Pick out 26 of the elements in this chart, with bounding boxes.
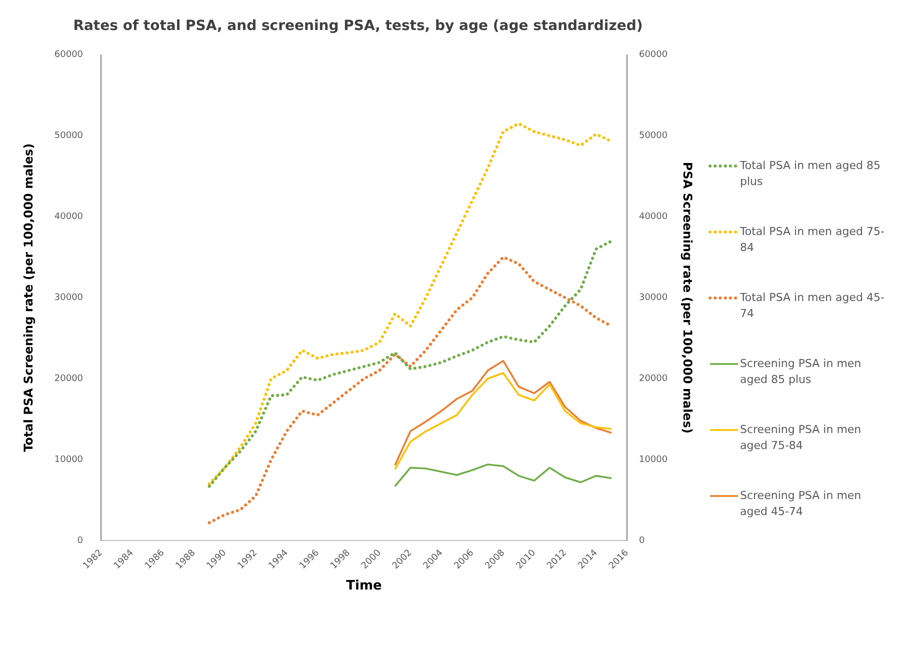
legend-label: Screening PSA in men aged 45-74 [740, 488, 862, 520]
chart-title: Rates of total PSA, and screening PSA, tests, by age (age standardized) [73, 18, 643, 34]
legend-label: Screening PSA in men aged 75-84 [740, 422, 862, 454]
x-axis-title: Time [346, 578, 382, 594]
y2-tick-label: 10000 [638, 454, 668, 465]
line-series [208, 240, 613, 488]
y2-tick-label: 40000 [638, 212, 668, 222]
legend-label: Total PSA in men aged 75-84 [740, 224, 886, 256]
y-tick-label: 20000 [54, 374, 84, 384]
y-axis-title: Total PSA Screening rate (per 100,000 males) [21, 143, 36, 452]
legend-label: Total PSA in men aged 45-74 [740, 290, 886, 322]
line-series [208, 122, 613, 486]
legend-label: Total PSA in men aged 85 plus [740, 158, 882, 190]
y2-tick-label: 20000 [638, 374, 668, 384]
y-tick-label: 0 [77, 536, 84, 546]
y2-axis-title: PSA Screening rate (per 100,000 males) [680, 162, 695, 434]
y2-tick-label: 0 [638, 536, 645, 546]
legend-label: Screening PSA in men aged 85 plus [740, 356, 862, 388]
y-tick-label: 10000 [54, 454, 84, 465]
y2-tick-label: 60000 [638, 50, 668, 60]
y2-tick-label: 30000 [638, 293, 668, 304]
y-tick-label: 60000 [54, 50, 84, 60]
y-tick-label: 50000 [54, 131, 84, 142]
y-tick-label: 30000 [54, 293, 84, 304]
y2-tick-label: 50000 [638, 131, 668, 142]
y-tick-label: 40000 [54, 212, 84, 222]
